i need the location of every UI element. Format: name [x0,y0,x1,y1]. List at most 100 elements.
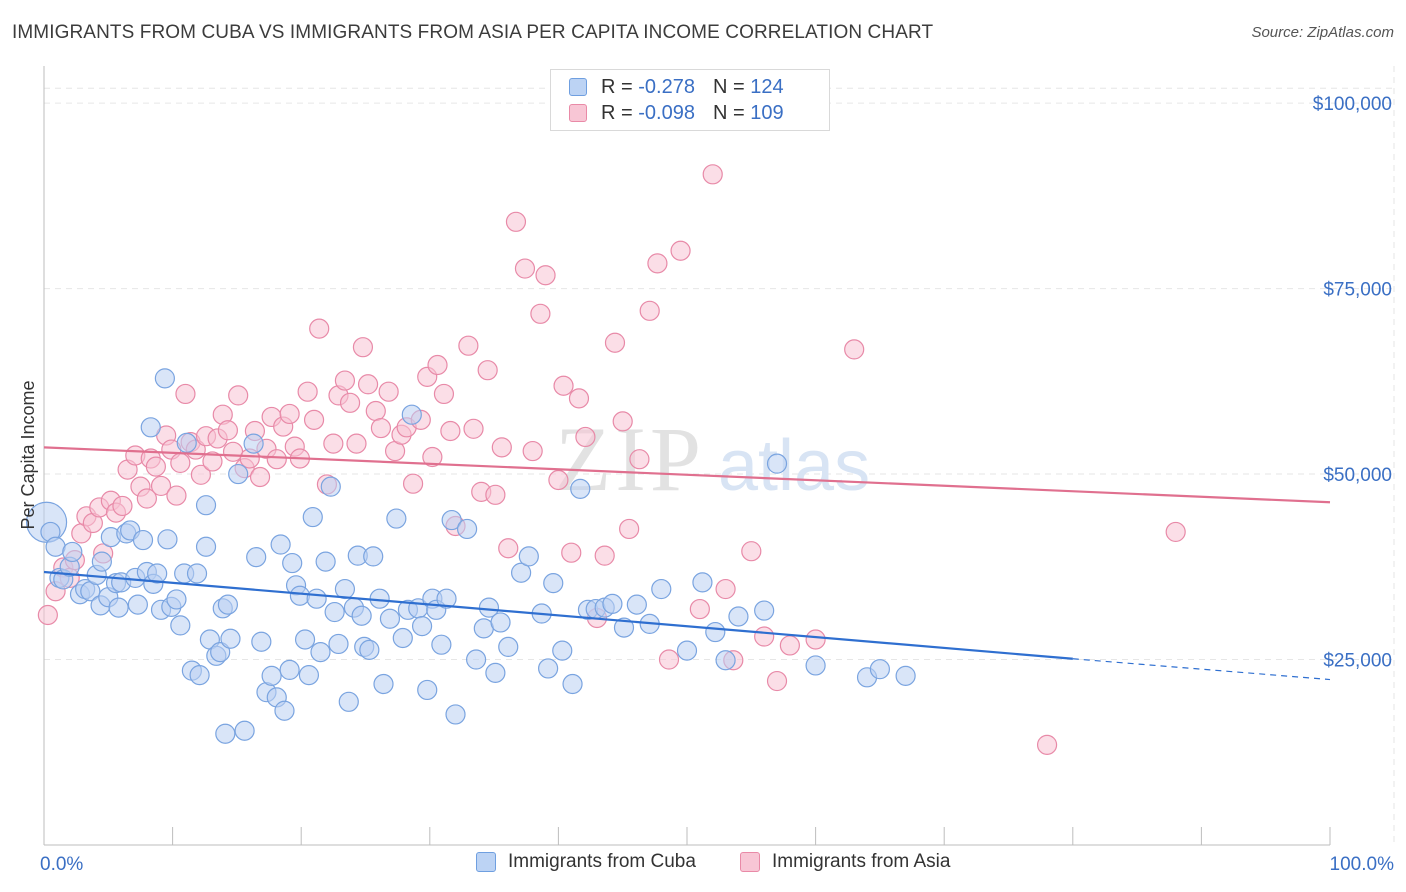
cuba-point [401,404,422,425]
y-tick-label: $50,000 [1323,465,1392,486]
cuba-point [602,593,623,614]
cuba-point [386,508,407,529]
cuba-point [157,529,178,550]
cuba-point [613,617,635,638]
asia-point [249,466,271,488]
cuba-point [140,417,161,438]
cuba-point [538,658,559,679]
cuba-point [334,578,356,600]
asia-point [309,318,330,339]
cuba-point [363,546,384,567]
cuba-point [465,649,487,670]
axes [43,66,1331,846]
cuba-point [324,601,345,623]
bottom-legend-label-cuba: Immigrants from Cuba [508,851,696,872]
cuba-point [728,606,749,627]
asia-point [498,538,519,559]
cuba-point [210,642,231,663]
asia-point [339,392,361,413]
asia-point [463,418,484,439]
cuba-point [754,600,775,621]
asia-point [303,409,325,430]
cuba-point [306,588,327,609]
asia-trend-line [43,446,1331,504]
cuba-point [431,634,452,655]
asia-point [612,411,633,432]
asia-point [279,403,300,425]
asia-point [522,440,543,462]
legend-row-cuba: R = -0.278 N = 124 [569,75,784,99]
zipatlas-watermark: ZIP atlas [555,408,870,510]
cuba-point [234,720,255,741]
asia-point [619,518,640,540]
asia-point [741,541,762,562]
cuba-point [170,615,191,636]
cuba-point [805,655,826,676]
bottom-legend-swatch-cuba [476,852,496,872]
cuba-point [543,573,564,594]
asia-point [334,370,356,391]
trend-lines [43,446,1331,681]
stats-legend: R = -0.278 N = 124 R = -0.098 N = 109 [550,69,830,131]
asia-point [1165,521,1186,543]
legend-n-label: N = [712,75,745,98]
cuba-point [441,509,462,531]
asia-point [477,360,498,381]
asia-point [357,374,379,395]
cuba-point [328,633,349,655]
source-credit: Source: ZipAtlas.com [1251,24,1394,41]
bottom-legend-asia: Immigrants from Asia [740,851,950,873]
x-tick-label-min: 0.0% [40,854,83,875]
cuba-point [511,562,532,583]
cuba-point [320,476,341,497]
cuba-point [132,529,154,551]
cuba-point [246,547,267,568]
legend-r-value-asia: -0.098 [638,101,695,124]
y-tick-label: $100,000 [1313,94,1392,115]
cuba-point [261,665,282,686]
asia-point [346,433,367,454]
asia-point [440,420,461,442]
asia-point [639,300,660,321]
asia-point [535,265,556,286]
cuba-point [445,704,466,725]
cuba-point [359,639,380,660]
asia-point [175,383,196,405]
cuba-point [715,650,736,671]
cuba-point [895,665,916,686]
bottom-legend-cuba: Immigrants from Cuba [476,851,696,873]
cuba-point [108,597,129,618]
cuba-point [498,636,519,658]
y-axis-label: Per Capita Income [18,380,38,529]
asia-point [370,417,392,439]
cuba-point [456,518,478,540]
cuba-point [392,627,413,649]
asia-point [378,381,399,402]
cuba-point [490,612,511,633]
asia-point [754,626,775,647]
cuba-point [651,578,672,600]
cuba-point [195,536,217,557]
cuba-point [315,551,336,572]
cuba-point [302,506,323,528]
cuba-point [294,629,316,650]
cuba-point [379,608,401,629]
asia-point [779,635,800,656]
asia-point [170,452,191,474]
bottom-legend-swatch-asia [740,852,760,872]
asia-point [150,475,172,497]
asia-point [145,456,166,477]
cuba-point [552,640,573,661]
asia-point [658,649,680,670]
asia-point [422,446,443,468]
asia-point [427,354,448,376]
legend-n-label: N = [712,101,745,124]
cuba-point [279,659,300,681]
asia-point [647,253,668,274]
cuba-point [62,541,83,563]
cuba-point [166,589,187,610]
asia-point [505,211,527,232]
asia-point [514,258,536,279]
y-tick-label: $25,000 [1323,651,1392,672]
